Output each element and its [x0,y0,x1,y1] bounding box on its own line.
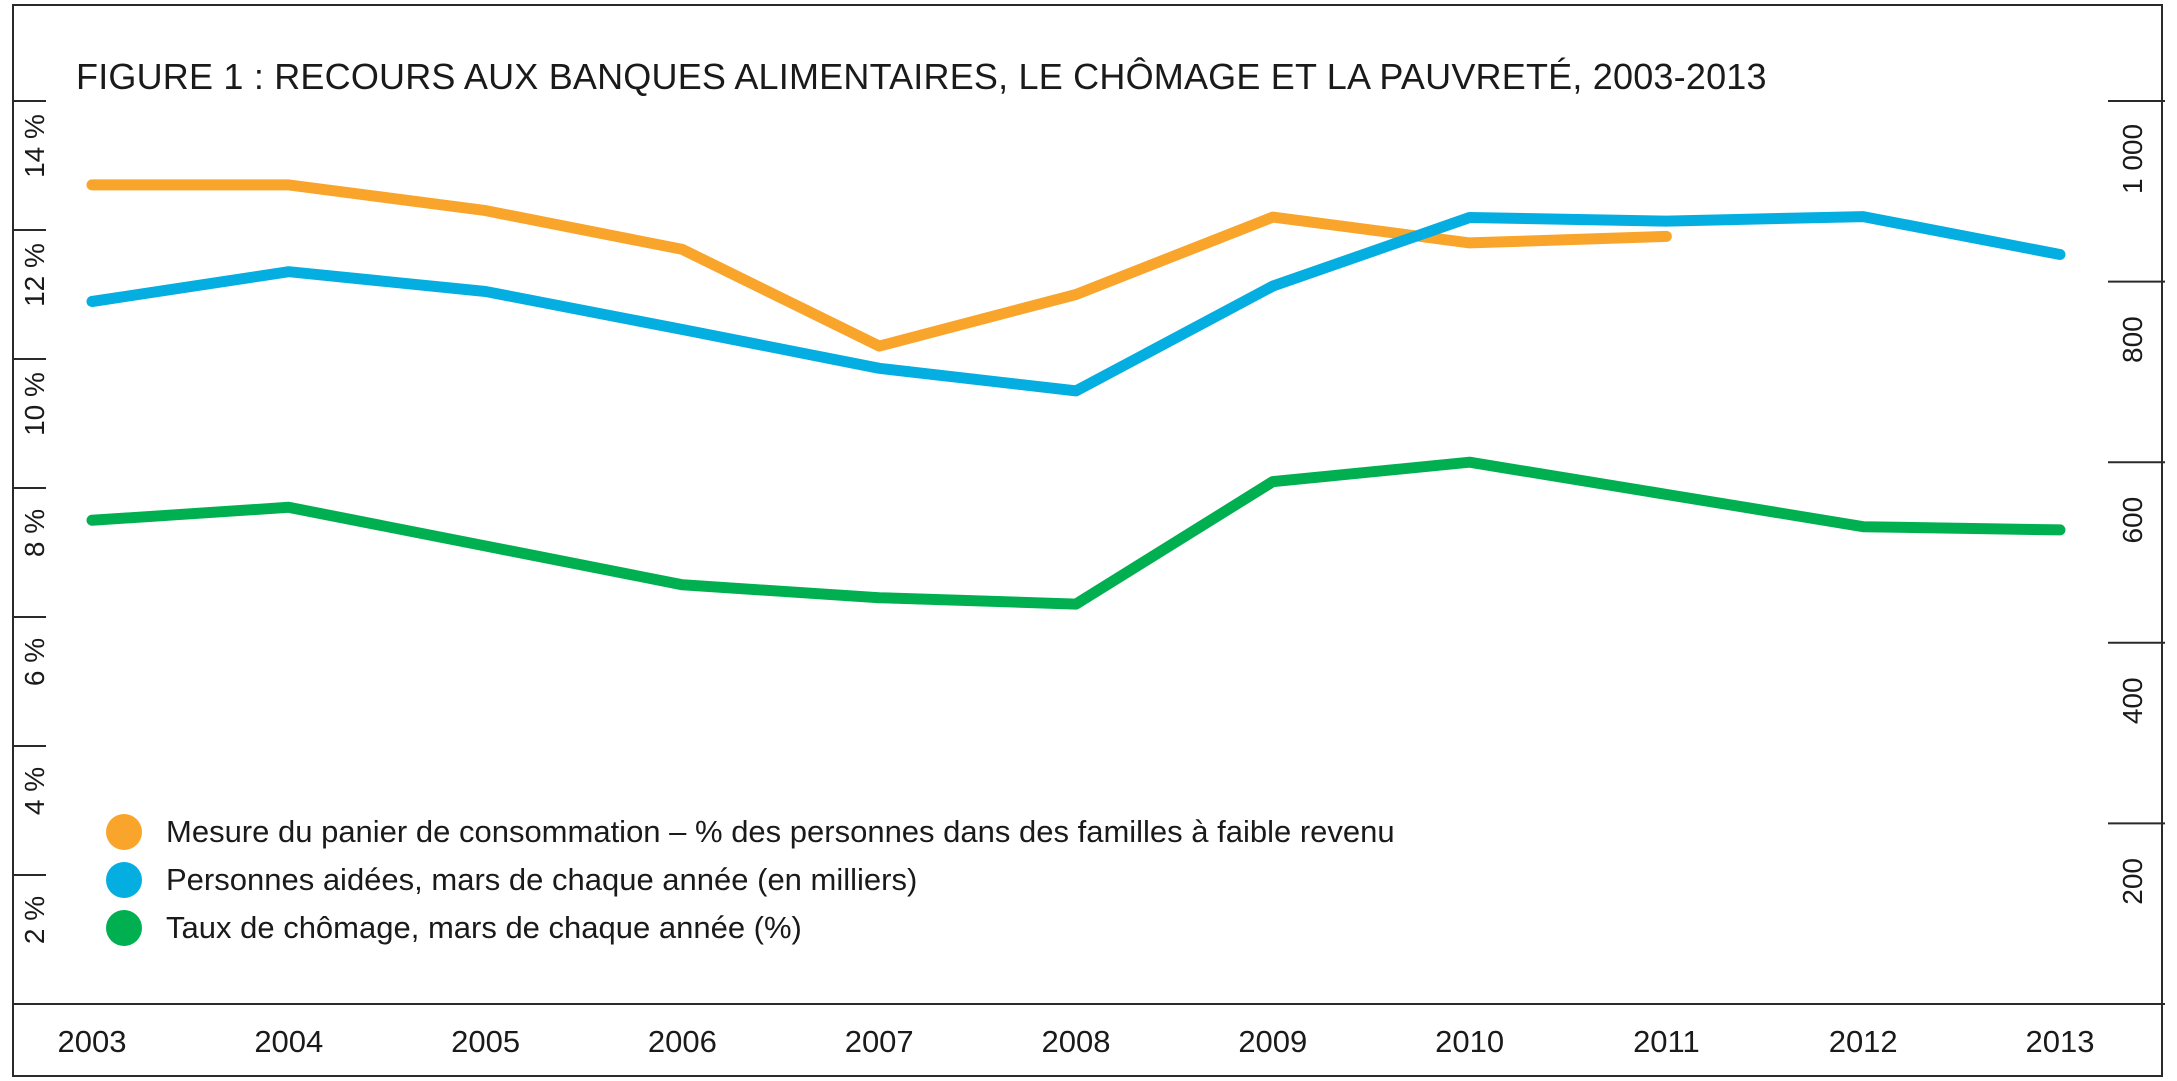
x-axis-label: 2008 [1042,1024,1111,1059]
data-point-unemployment [1862,526,1864,528]
data-point-people [485,291,487,293]
x-axis-label: 2004 [254,1024,323,1059]
data-point-mpc [485,210,487,212]
series-lines [86,179,2066,610]
x-axis-label: 2012 [1829,1024,1898,1059]
series-line-mpc [86,179,1672,352]
left-axis-tick-label: 6 % [19,638,50,686]
data-point-people [1862,216,1864,218]
right-axis-ticks: 200 400 600 800 1 000 [2108,100,2165,905]
left-axis-tick-label: 8 % [19,509,50,557]
data-point-mpc [288,184,290,186]
x-axis-label: 2011 [1633,1024,1700,1059]
left-axis-tick-label: 10 % [19,372,50,436]
chart-frame: FIGURE 1 : RECOURS AUX BANQUES ALIMENTAI… [12,4,2165,1077]
legend-swatch-unemployment [106,910,142,946]
data-point-people [1665,220,1667,222]
data-point-people [681,328,683,330]
x-axis-label: 2003 [58,1024,127,1059]
data-point-mpc [1665,235,1667,237]
data-point-people [288,271,290,273]
data-point-people [1469,216,1471,218]
data-point-unemployment [1469,461,1471,463]
x-axis-label: 2013 [2026,1024,2095,1059]
data-point-mpc [1272,216,1274,218]
legend: Mesure du panier de consommation – % des… [106,808,1395,952]
x-axis-label: 2005 [451,1024,520,1059]
data-point-mpc [1075,294,1077,295]
data-point-unemployment [288,506,290,508]
left-axis-tick-label: 14 % [19,114,50,178]
series-line-people [86,211,2066,397]
data-point-mpc [878,345,880,347]
series-line-unemployment [86,456,2066,610]
x-axis-labels: 2003 2004 2005 2006 2007 2008 2009 2010 2011 2012… [58,1024,2095,1059]
data-point-unemployment [2059,529,2061,531]
left-axis-tick-label: 4 % [19,767,50,815]
chart-title: FIGURE 1 : RECOURS AUX BANQUES ALIMENTAI… [76,56,1767,97]
right-axis-tick-label: 800 [2117,316,2148,363]
left-axis-tick-label: 12 % [19,243,50,307]
data-point-unemployment [681,584,683,586]
data-point-unemployment [1075,603,1077,605]
x-axis-label: 2007 [845,1024,914,1059]
legend-item-mpc: Mesure du panier de consommation – % des… [106,808,1395,856]
right-axis-tick-label: 200 [2117,858,2148,905]
line-chart: 2 % 4 % 6 % 8 % 10 % 12 % 14 % 200 400 600 800 1 0… [14,100,2165,1059]
data-point-people [91,300,93,302]
x-axis-label: 2009 [1238,1024,1307,1059]
right-axis-tick-label: 1 000 [2117,124,2148,194]
data-point-unemployment [1665,493,1667,495]
data-point-mpc [91,184,93,186]
legend-label-unemployment: Taux de chômage, mars de chaque année (%… [166,910,802,945]
legend-swatch-mpc [106,814,142,850]
data-point-people [1075,390,1077,392]
data-point-people [1272,285,1274,287]
left-axis-tick-label: 2 % [19,896,50,944]
data-point-unemployment [91,519,93,521]
left-axis-ticks: 2 % 4 % 6 % 8 % 10 % 12 % 14 % [14,100,50,944]
right-axis-tick-label: 600 [2117,497,2148,544]
legend-item-people: Personnes aidées, mars de chaque année (… [106,856,1395,904]
data-point-unemployment [878,597,880,599]
x-axis-label: 2010 [1435,1024,1504,1059]
legend-label-mpc: Mesure du panier de consommation – % des… [166,814,1395,849]
data-point-people [2059,254,2061,256]
data-point-unemployment [485,545,487,547]
data-point-unemployment [1272,481,1274,483]
legend-swatch-people [106,862,142,898]
right-axis-tick-label: 400 [2117,677,2148,724]
data-point-mpc [681,248,683,250]
data-point-mpc [1469,242,1471,244]
legend-label-people: Personnes aidées, mars de chaque année (… [166,862,918,897]
data-point-people [878,367,880,369]
legend-item-unemployment: Taux de chômage, mars de chaque année (%… [106,904,1395,952]
x-axis-label: 2006 [648,1024,717,1059]
